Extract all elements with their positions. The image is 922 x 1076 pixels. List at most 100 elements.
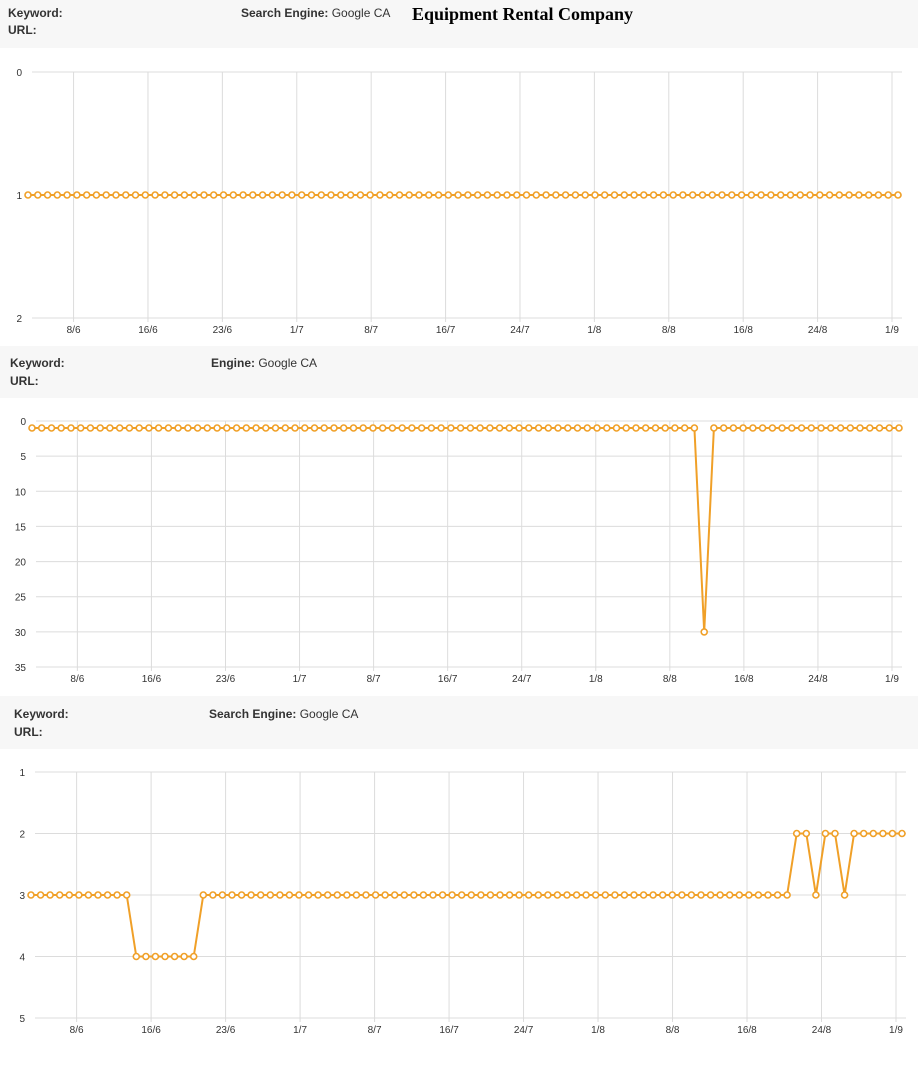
data-point — [464, 191, 472, 199]
url-label: URL: — [10, 374, 39, 388]
x-tick-label: 16/8 — [733, 325, 753, 336]
data-point — [668, 891, 677, 899]
data-point — [249, 191, 257, 199]
data-point — [247, 891, 255, 899]
data-point — [213, 424, 221, 432]
data-point — [641, 424, 650, 432]
data-point — [885, 424, 894, 432]
data-point — [218, 891, 227, 899]
data-point — [747, 191, 756, 199]
data-point — [427, 424, 436, 432]
data-point — [710, 424, 718, 432]
data-point — [434, 191, 443, 199]
data-point — [807, 424, 816, 432]
data-point — [745, 891, 753, 899]
data-point — [840, 891, 849, 899]
data-point — [659, 191, 668, 199]
data-point — [505, 891, 514, 899]
data-point — [113, 891, 121, 899]
data-point — [496, 891, 504, 899]
y-tick-label: 10 — [15, 487, 27, 498]
data-point — [725, 891, 734, 899]
data-point — [266, 891, 275, 899]
x-tick-label: 24/8 — [808, 674, 828, 685]
data-point — [164, 424, 173, 432]
data-point — [320, 424, 329, 432]
data-point — [649, 191, 658, 199]
data-point — [817, 424, 825, 432]
data-point — [505, 424, 514, 432]
data-point — [534, 424, 543, 432]
data-point — [103, 891, 112, 899]
url-label: URL: — [8, 23, 37, 37]
data-point — [812, 891, 820, 899]
data-point — [410, 891, 418, 899]
data-point — [349, 424, 358, 432]
data-point — [622, 424, 631, 432]
data-point — [199, 891, 208, 899]
data-point — [651, 424, 660, 432]
data-point — [180, 191, 189, 199]
data-point — [797, 424, 806, 432]
data-point — [437, 424, 445, 432]
data-point — [239, 191, 247, 199]
data-point — [806, 191, 814, 199]
data-point — [850, 829, 858, 838]
data-point — [687, 891, 696, 899]
data-point — [786, 191, 795, 199]
engine-label: Engine: — [211, 356, 255, 370]
data-point — [304, 891, 313, 899]
data-point — [661, 424, 670, 432]
data-point — [888, 829, 897, 838]
data-point — [237, 891, 246, 899]
data-point — [115, 424, 124, 432]
x-tick-label: 24/7 — [514, 1025, 534, 1036]
data-point — [697, 891, 705, 899]
data-point — [573, 424, 582, 432]
data-point — [680, 424, 689, 432]
x-tick-label: 1/8 — [587, 325, 601, 336]
data-point — [82, 191, 91, 199]
data-point — [356, 191, 365, 199]
data-point — [75, 891, 83, 899]
data-point — [170, 952, 179, 961]
data-point — [658, 891, 667, 899]
data-point — [493, 191, 502, 199]
data-point — [261, 424, 270, 432]
data-point — [352, 891, 361, 899]
data-point — [268, 191, 277, 199]
data-point — [232, 424, 241, 432]
data-point — [170, 191, 179, 199]
data-point — [515, 891, 523, 899]
data-point — [678, 891, 686, 899]
data-point — [438, 891, 447, 899]
data-point — [125, 424, 134, 432]
data-point — [122, 191, 130, 199]
data-point — [593, 424, 601, 432]
data-point — [333, 891, 342, 899]
data-point — [209, 191, 218, 199]
y-tick-label: 1 — [16, 191, 22, 202]
data-point — [825, 191, 834, 199]
url-label: URL: — [14, 725, 43, 739]
data-point — [787, 424, 796, 432]
x-tick-label: 16/7 — [436, 325, 456, 336]
page-title: Equipment Rental Company — [412, 4, 634, 24]
x-tick-label: 8/7 — [364, 325, 378, 336]
data-point — [515, 424, 523, 432]
data-point — [190, 191, 198, 199]
data-point — [600, 191, 609, 199]
data-point — [855, 191, 863, 199]
data-point — [369, 424, 377, 432]
data-point — [639, 891, 648, 899]
data-point — [343, 891, 351, 899]
data-point — [219, 191, 228, 199]
x-tick-label: 8/8 — [663, 674, 677, 685]
data-point — [611, 891, 619, 899]
engine-value: Google CA — [331, 6, 391, 20]
data-point — [727, 191, 736, 199]
rank-panel-3: Keyword: URL: Search Engine: Google CA 1… — [0, 696, 922, 1076]
data-point — [826, 424, 835, 432]
data-point — [228, 891, 236, 899]
data-point — [203, 424, 212, 432]
